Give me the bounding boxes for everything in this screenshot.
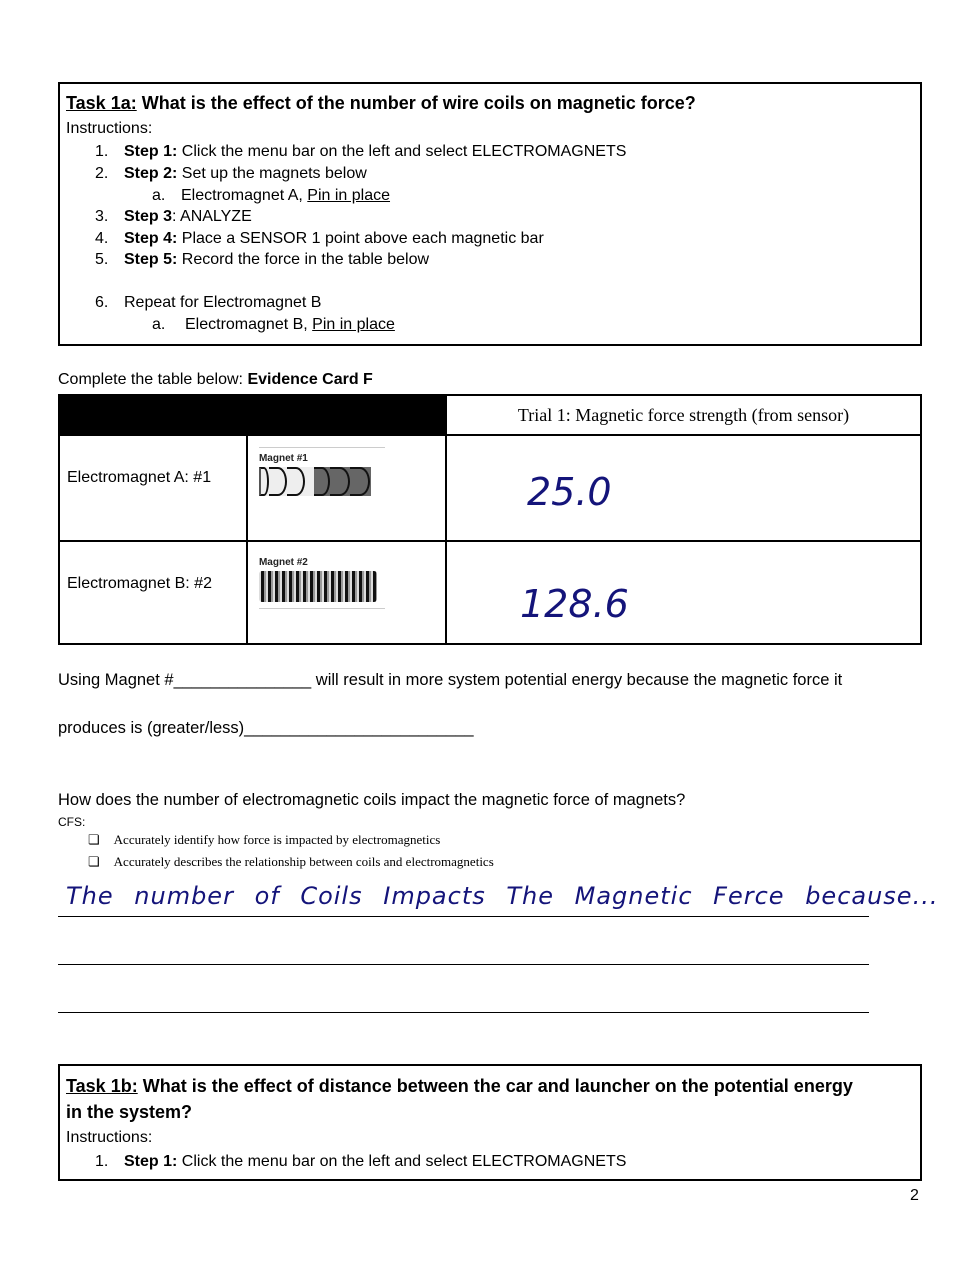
table-row: Electromagnet A: #1 Magnet #1 25.0 (58, 434, 922, 542)
row-label: Electromagnet B: #2 (67, 575, 212, 592)
criterion-2: ❏ Accurately describes the relationship b… (88, 854, 494, 869)
cfs-label: CFS: (58, 815, 86, 829)
sentence-1: Using Magnet #_______________ will resul… (58, 671, 843, 689)
step-2: 2. Step 2: Set up the magnets below (95, 165, 367, 182)
task-1a-box (58, 82, 922, 346)
step-6a: a. Electromagnet B, Pin in place (152, 316, 395, 333)
checkbox-icon[interactable]: ❏ (88, 832, 100, 847)
step-4: 4. Step 4: Place a SENSOR 1 point above e… (95, 230, 544, 247)
handwritten-answer: The number of Coils Impacts The Magnetic… (66, 882, 939, 910)
answer-line-2 (58, 964, 869, 965)
sentence-2: produces is (greater/less)______________… (58, 719, 474, 737)
pin-in-place-link-b[interactable]: Pin in place (312, 316, 395, 333)
magnet-2-image: Magnet #2 (258, 552, 385, 609)
handwritten-value-b: 128.6 (520, 582, 629, 626)
handwritten-value-a: 25.0 (527, 470, 612, 514)
header-trial-1: Trial 1: Magnetic force strength (from s… (445, 394, 922, 436)
pin-in-place-link-a[interactable]: Pin in place (307, 187, 391, 204)
magnet-1-coil-icon (258, 467, 371, 496)
answer-line-3 (58, 1012, 869, 1013)
page-number: 2 (910, 1187, 919, 1204)
header-black-cell (58, 394, 447, 436)
answer-line-1 (58, 916, 869, 917)
evidence-table: Trial 1: Magnetic force strength (from s… (58, 394, 922, 645)
task-1b-box (58, 1064, 922, 1181)
checkbox-icon[interactable]: ❏ (88, 854, 100, 869)
table-intro: Complete the table below: Evidence Card … (58, 371, 373, 388)
task-1b-step-1: 1. Step 1: Click the menu bar on the left… (95, 1153, 627, 1170)
task-1a-title: Task 1a: What is the effect of the numbe… (66, 93, 696, 113)
table-row: Electromagnet B: #2 Magnet #2 128.6 (58, 540, 922, 645)
magnet-1-image: Magnet #1 (258, 447, 385, 496)
criterion-1: ❏ Accurately identify how force is impact… (88, 832, 441, 847)
row-label: Electromagnet A: #1 (67, 469, 212, 486)
task-1b-title: Task 1b: What is the effect of distance … (66, 1076, 853, 1096)
step-1: 1. Step 1: Click the menu bar on the left… (95, 143, 627, 160)
task-1b-instructions-label: Instructions: (66, 1129, 153, 1146)
instructions-label: Instructions: (66, 120, 153, 137)
magnet-2-coil-icon (258, 571, 377, 602)
question: How does the number of electromagnetic c… (58, 791, 686, 809)
step-2a: a. Electromagnet A, Pin in place (152, 187, 391, 204)
step-6: 6. Repeat for Electromagnet B (95, 294, 322, 311)
task-1b-title-line2: in the system? (66, 1102, 193, 1122)
step-5: 5. Step 5: Record the force in the table … (95, 251, 430, 268)
step-3: 3. Step 3: ANALYZE (95, 208, 252, 225)
